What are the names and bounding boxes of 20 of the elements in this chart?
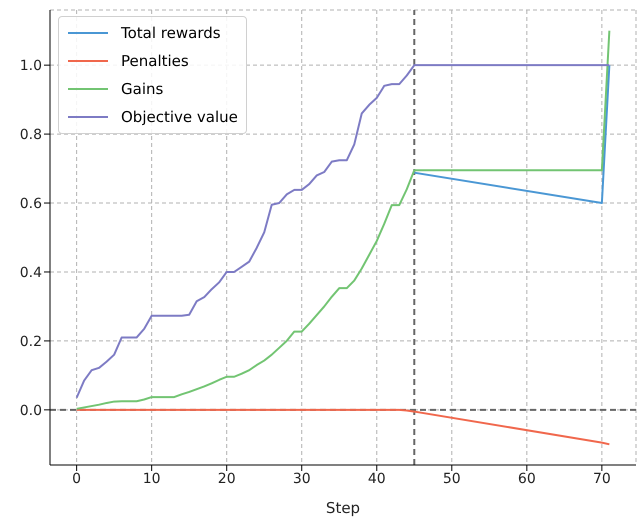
x-axis-title: Step [326,499,360,517]
x-tick-label: 0 [72,470,82,487]
y-tick-label: 0.0 [20,402,42,419]
x-tick-label: 40 [368,470,386,487]
y-tick-label: 0.8 [20,127,42,144]
legend-label: Objective value [121,108,238,126]
x-tick-label: 20 [218,470,236,487]
legend-label: Total rewards [121,24,221,42]
y-tick-label: 1.0 [20,58,42,74]
x-tick-label: 70 [592,470,611,487]
x-tick-label: 60 [518,470,536,487]
line-series [76,408,610,446]
y-tick-label: 0.2 [20,334,42,350]
x-tick-label: 10 [142,470,161,487]
legend-label: Gains [121,80,164,98]
x-tick-label: 50 [442,470,461,487]
x-tick-label: 30 [292,470,311,487]
y-tick-label: 0.4 [20,264,42,281]
legend-label: Penalties [121,52,189,70]
y-tick-label: 0.6 [20,196,42,212]
